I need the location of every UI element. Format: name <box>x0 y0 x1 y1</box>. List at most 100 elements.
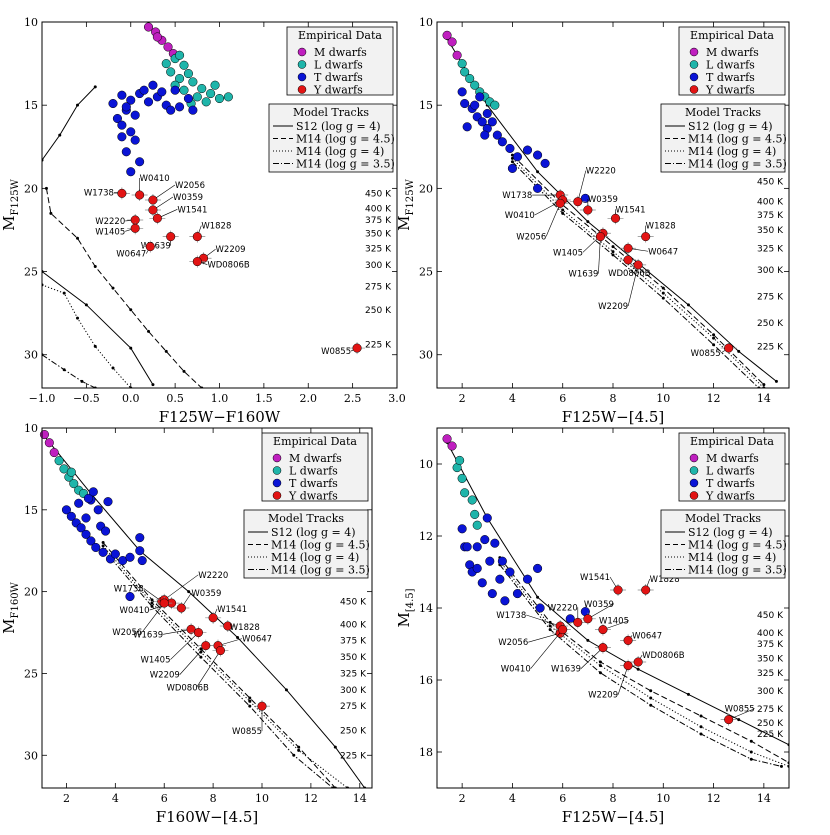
track-node <box>129 308 133 312</box>
label-leader <box>163 628 192 635</box>
label-leader <box>617 665 629 695</box>
y-dwarf-label: W2220 <box>198 571 228 581</box>
temperature-label: 225 K <box>340 751 367 761</box>
y-dwarf-point <box>573 197 583 207</box>
t-dwarf-point <box>535 603 545 613</box>
legend-marker <box>297 47 307 57</box>
track-node <box>297 745 301 749</box>
t-dwarf-point <box>170 85 180 95</box>
temperature-label: 400 K <box>340 620 367 630</box>
y-dwarf-label: W0359 <box>173 193 203 203</box>
l-dwarf-point <box>69 479 79 489</box>
y-tick-label: 30 <box>24 749 38 762</box>
legend-label: Y dwarfs <box>288 490 338 503</box>
y-dwarf-point <box>192 232 202 242</box>
legend-frame <box>261 432 369 502</box>
t-dwarf-point <box>112 113 122 124</box>
x-tick-label: 6 <box>559 392 566 405</box>
y-dwarf-label: W0855 <box>691 349 721 359</box>
m-dwarf-point <box>442 30 452 40</box>
y-dwarf-label: W2209 <box>598 302 628 312</box>
track-node <box>150 604 154 608</box>
t-dwarf-point <box>61 505 71 515</box>
track-node <box>649 696 653 700</box>
y-dwarf-label: WD0806B <box>166 684 209 694</box>
y-dwarf-point <box>215 645 225 656</box>
track-node <box>636 667 640 671</box>
l-dwarf-point <box>161 59 171 69</box>
y-tick-label: 14 <box>419 602 433 615</box>
label-leader <box>545 203 561 237</box>
label-leader <box>530 629 563 669</box>
y-dwarf-label: W1639 <box>133 630 163 640</box>
legend-marker <box>689 453 699 463</box>
y-dwarf-point <box>352 343 362 353</box>
track-node <box>236 635 240 639</box>
y-dwarf-label: W1541 <box>616 205 646 215</box>
l-dwarf-point <box>66 467 76 477</box>
y-dwarf-point <box>555 198 565 208</box>
label-leader <box>170 632 199 660</box>
t-dwarf-point <box>91 542 101 553</box>
y-dwarf-point <box>193 627 203 638</box>
m-dwarf-point <box>452 50 462 60</box>
t-dwarf-point <box>183 93 193 104</box>
y-tick-label: 15 <box>24 504 38 517</box>
legend-label: M14 (log g = 4.5) <box>688 133 787 146</box>
l-dwarf-point <box>210 80 220 90</box>
t-dwarf-point <box>139 85 149 95</box>
y-dwarf-point <box>583 205 593 215</box>
t-dwarf-point <box>487 117 497 127</box>
l-dwarf-point <box>470 80 480 90</box>
y-dwarf-point <box>724 343 734 353</box>
y-axis-label: MF160W <box>0 581 21 633</box>
y-dwarf-label: W1738 <box>496 611 526 621</box>
x-tick-label: 2.5 <box>344 392 362 405</box>
label-leader <box>728 708 755 720</box>
y-dwarf-point <box>613 585 623 595</box>
t-dwarf-point <box>470 100 480 110</box>
y-dwarf-label: W1828 <box>230 623 260 633</box>
track-node <box>686 303 690 307</box>
y-dwarf-label: WD0806B <box>608 269 651 279</box>
y-dwarf-point <box>623 635 633 645</box>
label-leader <box>602 620 630 630</box>
track-node <box>292 753 296 757</box>
t-dwarf-point <box>533 563 543 573</box>
track-node <box>58 133 62 137</box>
legend-title: Empirical Data <box>298 29 382 42</box>
x-tick-label: 2.0 <box>300 392 318 405</box>
temperature-label: 400 K <box>365 204 392 214</box>
y-dwarf-point <box>223 621 233 631</box>
t-dwarf-point <box>460 98 470 109</box>
y-dwarf-point <box>148 195 158 205</box>
t-dwarf-point <box>166 105 176 115</box>
t-dwarf-point <box>76 523 86 533</box>
legend-frame <box>286 26 394 96</box>
track-node <box>611 250 615 254</box>
x-tick-label: 12 <box>707 792 721 805</box>
track-node <box>199 650 203 654</box>
legend-label: S12 (log g = 4) <box>271 526 356 539</box>
t-dwarf-point <box>74 498 84 508</box>
m-dwarf-point <box>152 32 162 42</box>
y-tick-label: 16 <box>419 674 433 687</box>
track-node <box>129 346 133 350</box>
model-track-dashdot <box>42 354 96 388</box>
track-node <box>187 590 191 594</box>
y-dwarf-point <box>201 641 211 651</box>
t-dwarf-point <box>121 102 131 112</box>
y-dwarf-label: W1405 <box>553 248 583 258</box>
legend-marker <box>689 478 699 488</box>
track-node <box>101 541 105 545</box>
legend-label: L dwarfs <box>706 465 755 478</box>
y-dwarf-label: W2056 <box>112 628 142 638</box>
y-dwarf-point <box>130 223 140 233</box>
x-tick-label: 2 <box>459 392 466 405</box>
legend-title: Model Tracks <box>685 106 761 119</box>
l-dwarf-point <box>179 85 189 95</box>
